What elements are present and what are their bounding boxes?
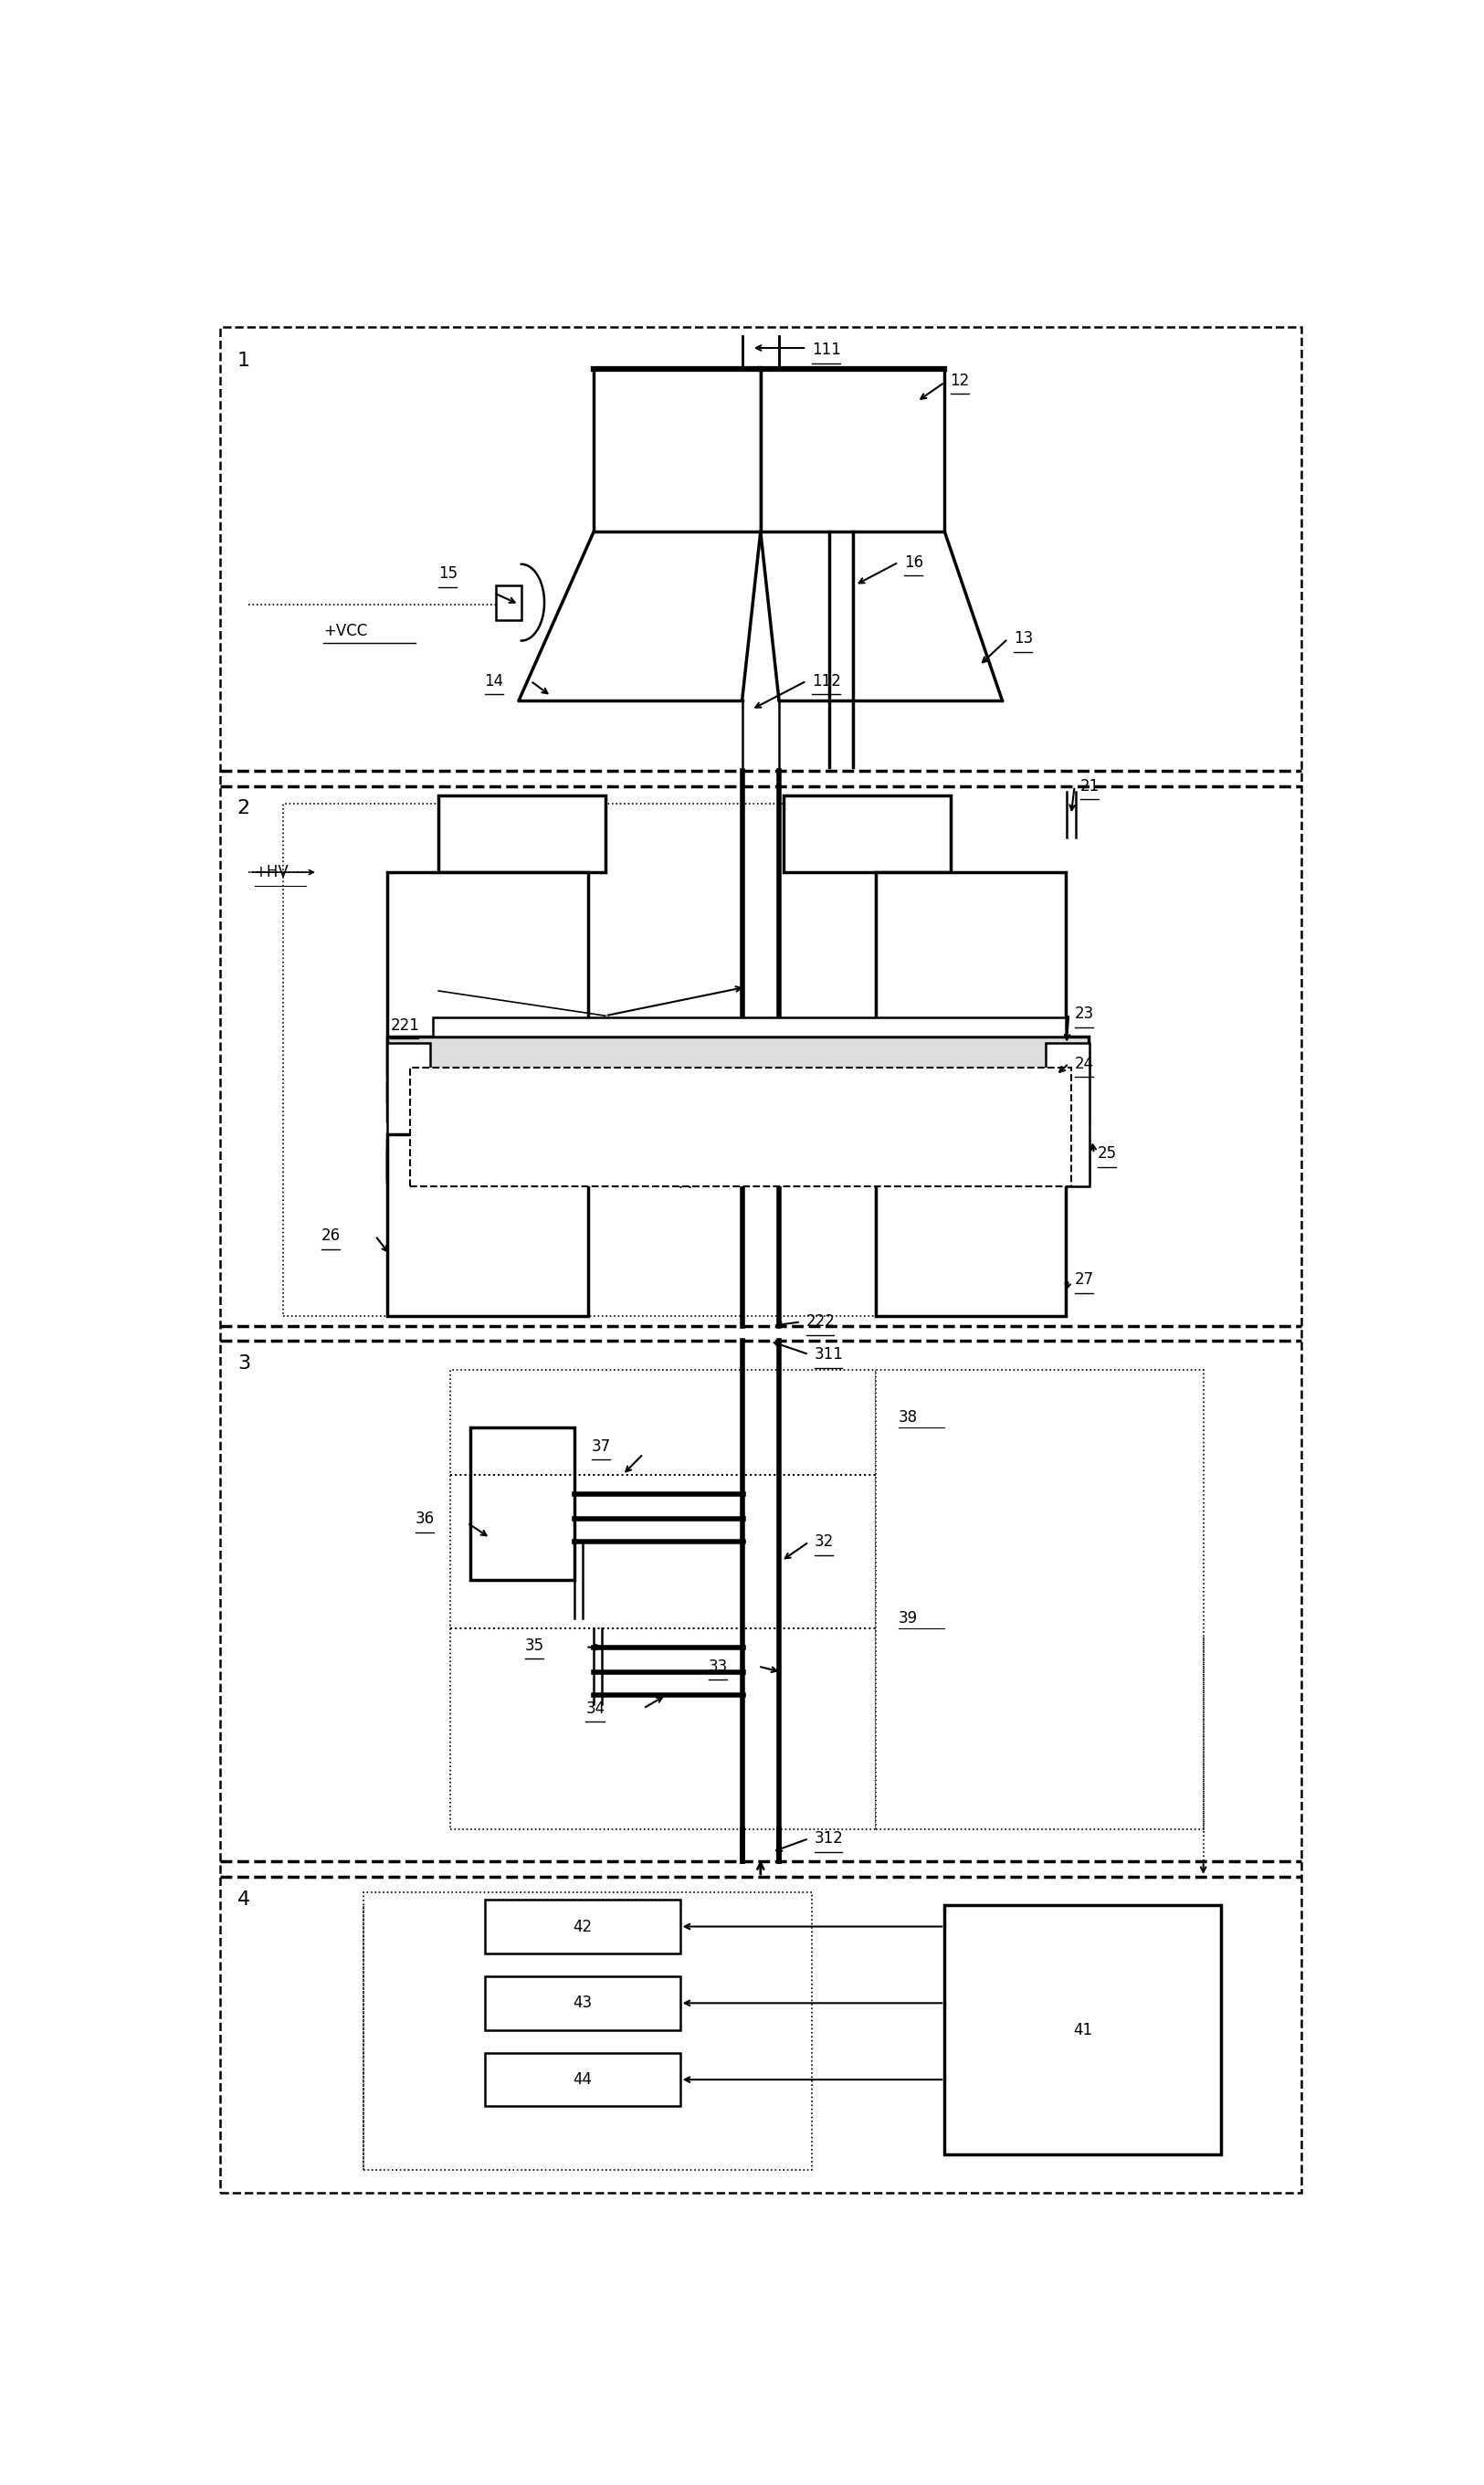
Text: 12: 12 (950, 373, 969, 388)
Bar (876, 872, 1066, 1121)
Bar (484, 1899, 680, 1953)
Bar (496, 586, 521, 619)
Bar (433, 1019, 1066, 1036)
Text: 27: 27 (1074, 1272, 1094, 1287)
Text: 23: 23 (1074, 1006, 1094, 1021)
Bar (364, 1891, 812, 2169)
Bar (484, 1976, 680, 2030)
Text: 39: 39 (899, 1610, 917, 1628)
Text: 43: 43 (573, 1995, 592, 2010)
Text: 15: 15 (439, 567, 457, 581)
Bar (761, 368, 945, 532)
Text: 34: 34 (586, 1700, 605, 1717)
Text: 33: 33 (709, 1657, 729, 1675)
Bar (387, 1044, 430, 1185)
Text: 14: 14 (484, 673, 505, 688)
Text: 112: 112 (812, 673, 841, 688)
Text: 36: 36 (416, 1511, 435, 1528)
Bar (387, 872, 588, 1101)
Bar (484, 2053, 680, 2107)
Bar (410, 1069, 1071, 1185)
Bar (876, 1133, 1066, 1317)
Text: 3: 3 (237, 1354, 251, 1372)
Bar (450, 1369, 876, 1829)
Text: 35: 35 (525, 1638, 545, 1653)
Text: +HV: +HV (255, 865, 289, 880)
Bar (470, 1426, 574, 1580)
Bar (387, 1151, 1088, 1183)
Text: 24: 24 (1074, 1056, 1094, 1071)
Text: 16: 16 (904, 554, 923, 572)
Text: 25: 25 (1098, 1146, 1117, 1160)
Bar (439, 795, 605, 872)
Bar (387, 1083, 1088, 1121)
Text: 44: 44 (573, 2072, 592, 2087)
Text: 32: 32 (815, 1533, 834, 1551)
Text: 42: 42 (573, 1918, 592, 1936)
Bar (283, 803, 945, 1317)
Text: 4: 4 (237, 1891, 251, 1908)
Text: 41: 41 (1073, 2023, 1092, 2038)
Bar (1046, 1044, 1089, 1185)
Bar (945, 1906, 1220, 2154)
Text: 2: 2 (237, 800, 251, 818)
Bar (387, 1141, 1088, 1178)
Text: 13: 13 (1014, 631, 1033, 646)
Text: +VCC: +VCC (324, 624, 368, 639)
Bar (594, 368, 761, 532)
Text: 21: 21 (1080, 778, 1100, 795)
Text: 37: 37 (592, 1439, 611, 1454)
Bar (387, 1036, 1088, 1076)
Text: 221: 221 (390, 1016, 420, 1034)
Text: 26: 26 (321, 1228, 340, 1245)
Text: 1: 1 (237, 353, 251, 370)
Text: 311: 311 (815, 1347, 844, 1362)
Bar (387, 1133, 588, 1317)
Bar (784, 795, 950, 872)
Bar (876, 1369, 1204, 1829)
Text: 312: 312 (815, 1831, 844, 1846)
Text: 111: 111 (812, 340, 841, 358)
Text: 38: 38 (899, 1409, 917, 1426)
Text: 222: 222 (807, 1315, 835, 1329)
